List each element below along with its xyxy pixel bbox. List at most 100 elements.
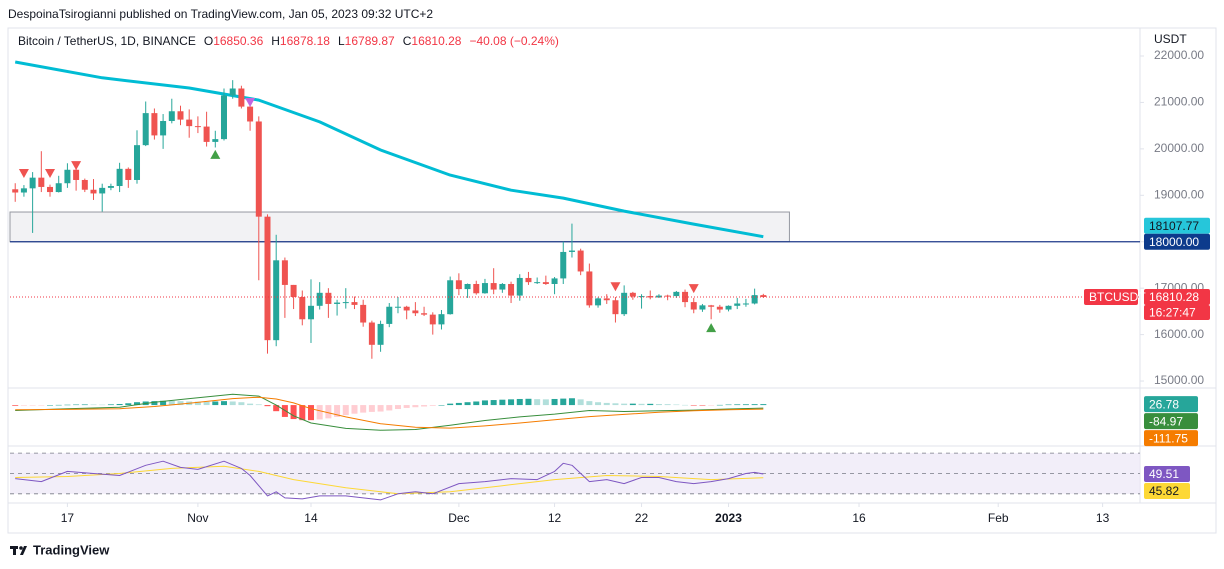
macd-hist-bar xyxy=(386,405,393,411)
candle-body xyxy=(125,168,132,180)
moving-average xyxy=(14,60,764,239)
candle-body xyxy=(647,296,654,298)
publisher: DespoinaTsirogianni published on Trading… xyxy=(8,7,433,21)
candle-body xyxy=(621,292,628,315)
macd-hist-bar xyxy=(551,398,558,406)
macd-hist-bar xyxy=(638,403,645,406)
candle-body xyxy=(394,306,401,308)
candle-body xyxy=(81,179,88,190)
signal xyxy=(245,97,256,107)
signal xyxy=(45,169,56,179)
candle-body xyxy=(177,111,184,120)
candle-body xyxy=(273,260,280,341)
macd-hist-bar xyxy=(708,405,715,406)
candle-body xyxy=(107,186,114,188)
macd-hist-bar xyxy=(90,404,97,406)
signal xyxy=(706,323,717,333)
countdown: 16:27:47 xyxy=(1149,306,1196,320)
candle-body xyxy=(38,177,45,187)
macd-hist-bar xyxy=(20,405,27,406)
macd-hist-bar xyxy=(334,405,341,417)
x-tick-label: 12 xyxy=(548,511,562,525)
macd-hist-bar xyxy=(299,405,306,421)
candle-body xyxy=(186,119,193,127)
macd-hist-bar xyxy=(473,401,480,406)
macd-hist-bar xyxy=(12,405,19,406)
macd-hist-bar xyxy=(751,404,758,406)
candle-body xyxy=(316,292,323,306)
macd-hist-bar xyxy=(464,402,471,406)
macd-hist-bar xyxy=(125,403,132,406)
signal xyxy=(71,161,82,171)
candle-body xyxy=(151,113,158,136)
macd-hist-bar xyxy=(412,405,419,408)
zone xyxy=(9,211,790,243)
y-axis-label: USDT xyxy=(1154,32,1187,46)
candle-body xyxy=(534,282,541,284)
candle-body xyxy=(299,296,306,320)
candle-body xyxy=(481,283,488,294)
rsi-line xyxy=(15,460,764,501)
macd-hist-bar xyxy=(73,404,80,406)
candle-body xyxy=(351,302,358,305)
macd-value-label-box xyxy=(1144,430,1198,447)
macd-hist-bar xyxy=(403,405,410,408)
y-tick-label: 21000.00 xyxy=(1154,95,1204,109)
macd-hist-bar xyxy=(595,402,602,406)
macd-hist-bar xyxy=(177,401,184,406)
macd-hist-bar xyxy=(647,403,654,406)
signal xyxy=(610,282,621,292)
macd-hist-bar xyxy=(481,400,488,406)
macd-hist-bar xyxy=(421,405,428,407)
symbol: Bitcoin / TetherUS, 1D, BINANCE xyxy=(18,34,196,48)
last-price-label-box xyxy=(1144,288,1210,305)
candle-body xyxy=(403,306,410,311)
macd-hist-bar xyxy=(264,405,271,407)
candle-body xyxy=(73,169,80,180)
y-tick-label: 20000.00 xyxy=(1154,141,1204,155)
candle-body xyxy=(377,323,384,345)
candle-body xyxy=(334,302,341,304)
macd-hist-bar xyxy=(255,404,262,406)
macd-hist-bar xyxy=(368,405,375,412)
candle-body xyxy=(473,283,480,294)
candle-body xyxy=(203,126,210,142)
macd-hist-bar xyxy=(47,405,54,406)
candle-body xyxy=(194,126,201,128)
countdown-box xyxy=(1144,304,1210,320)
macd-hist-bar xyxy=(238,402,245,406)
macd-hist-bar xyxy=(134,402,141,406)
candle-body xyxy=(99,187,106,194)
candle-body xyxy=(708,305,715,307)
candle-body xyxy=(421,313,428,315)
legend-line: Bitcoin / TetherUS, 1D, BINANCE O16850.36… xyxy=(18,34,559,48)
macd-hist-bar xyxy=(325,405,332,419)
x-tick-label: Feb xyxy=(988,511,1009,525)
macd-hist-bar xyxy=(220,401,227,406)
candle-body xyxy=(673,291,680,297)
candle-body xyxy=(734,303,741,306)
change: −40.08 (−0.24%) xyxy=(469,34,558,48)
frame xyxy=(7,27,1217,534)
candle-body xyxy=(281,260,288,285)
macd-hist-bar xyxy=(629,403,636,406)
macd-value-label: -111.75 xyxy=(1149,431,1188,445)
macd-hist-bar xyxy=(682,404,689,406)
macd-hist-bar xyxy=(447,403,454,406)
candle-body xyxy=(238,88,245,107)
open: 16850.36 xyxy=(213,34,263,48)
candle-body xyxy=(90,189,97,194)
candle-body xyxy=(438,314,445,325)
candle-body xyxy=(699,305,706,310)
candle-body xyxy=(490,283,497,290)
macd-hist-bar xyxy=(603,402,610,406)
macd-hist-bar xyxy=(742,404,749,406)
macd-hist-bar xyxy=(99,404,106,406)
candle-body xyxy=(612,300,619,315)
candle-body xyxy=(577,250,584,272)
candle-body xyxy=(429,314,436,325)
candle-body xyxy=(142,113,149,146)
rsi-value-label: 49.51 xyxy=(1149,467,1179,481)
signal xyxy=(210,149,221,159)
